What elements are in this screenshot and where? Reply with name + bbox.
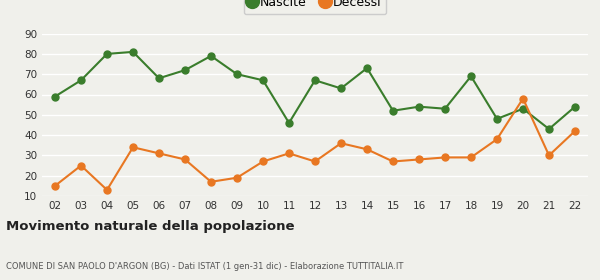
Decessi [77,164,85,167]
Nascite [442,107,449,110]
Nascite [337,87,344,90]
Line: Nascite: Nascite [52,48,578,132]
Text: COMUNE DI SAN PAOLO D'ARGON (BG) - Dati ISTAT (1 gen-31 dic) - Elaborazione TUTT: COMUNE DI SAN PAOLO D'ARGON (BG) - Dati … [6,262,403,271]
Decessi [130,146,137,149]
Decessi [467,156,475,159]
Nascite [467,74,475,78]
Decessi [208,180,215,183]
Nascite [286,121,293,125]
Nascite [545,127,553,131]
Decessi [155,152,163,155]
Decessi [545,154,553,157]
Nascite [77,79,85,82]
Decessi [52,184,59,188]
Nascite [520,107,527,110]
Nascite [155,76,163,80]
Decessi [181,158,188,161]
Line: Decessi: Decessi [52,95,578,193]
Decessi [103,188,110,192]
Nascite [103,52,110,56]
Nascite [181,68,188,72]
Decessi [415,158,422,161]
Decessi [233,176,241,179]
Legend: Nascite, Decessi: Nascite, Decessi [244,0,386,14]
Decessi [520,97,527,100]
Nascite [130,50,137,53]
Nascite [52,95,59,98]
Nascite [233,73,241,76]
Decessi [286,152,293,155]
Nascite [389,109,397,113]
Decessi [442,156,449,159]
Decessi [337,142,344,145]
Decessi [493,137,500,141]
Decessi [259,160,266,163]
Nascite [415,105,422,108]
Nascite [571,105,578,108]
Decessi [571,129,578,133]
Decessi [364,148,371,151]
Nascite [311,79,319,82]
Decessi [389,160,397,163]
Nascite [493,117,500,121]
Decessi [311,160,319,163]
Nascite [364,66,371,70]
Nascite [208,54,215,58]
Nascite [259,79,266,82]
Text: Movimento naturale della popolazione: Movimento naturale della popolazione [6,220,295,233]
